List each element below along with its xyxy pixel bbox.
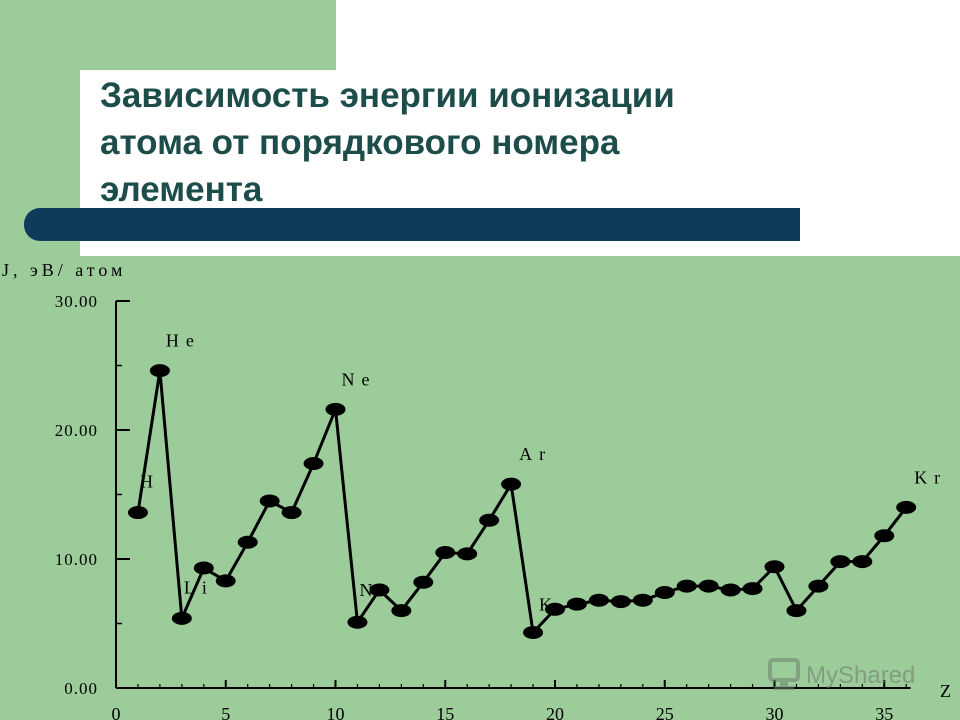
y-tick-label: 0.00 bbox=[64, 679, 98, 698]
watermark-text: MyShared bbox=[806, 662, 915, 689]
data-point bbox=[720, 583, 741, 597]
x-tick-label: 20 bbox=[546, 704, 564, 720]
title-line-3: элемента bbox=[100, 170, 263, 209]
data-point bbox=[369, 583, 390, 597]
data-point bbox=[698, 579, 719, 593]
data-point bbox=[786, 604, 807, 618]
title-line-2: атома от порядкового номера bbox=[100, 123, 620, 162]
y-tick-label: 20.00 bbox=[55, 421, 98, 440]
x-tick-label: 15 bbox=[436, 704, 454, 720]
data-point bbox=[237, 535, 258, 549]
data-point bbox=[654, 586, 675, 600]
data-point bbox=[259, 494, 280, 508]
data-point bbox=[347, 615, 368, 629]
data-point bbox=[149, 364, 170, 378]
data-point bbox=[808, 579, 829, 593]
element-label: Kr bbox=[914, 467, 947, 487]
data-point bbox=[742, 582, 763, 596]
element-label: Ne bbox=[342, 369, 377, 389]
data-point bbox=[830, 555, 851, 569]
data-point bbox=[764, 560, 785, 574]
data-point bbox=[501, 477, 522, 491]
ionization-energy-chart: 0.00 10.00 20.00 30.00 0 5 10 15 20 25 30 35 J, эВ/ … bbox=[2, 260, 951, 720]
x-axis-label: Z bbox=[940, 681, 951, 701]
title-line-1: Зависимость энергии ионизации bbox=[100, 76, 675, 115]
data-point bbox=[303, 457, 324, 471]
x-tick-label: 10 bbox=[327, 704, 345, 720]
x-tick-label: 30 bbox=[766, 704, 784, 720]
y-tick-label: 10.00 bbox=[55, 550, 98, 569]
element-label: Na bbox=[359, 580, 394, 600]
x-tick-label: 25 bbox=[656, 704, 674, 720]
element-label: Li bbox=[184, 577, 214, 597]
data-point bbox=[676, 579, 697, 593]
x-tick-label: 35 bbox=[875, 704, 893, 720]
monitor-icon bbox=[768, 658, 800, 690]
data-point bbox=[588, 593, 609, 607]
x-tick-label: 5 bbox=[221, 704, 230, 720]
element-label: Ar bbox=[519, 444, 552, 464]
data-point bbox=[281, 506, 302, 520]
data-point bbox=[413, 575, 434, 589]
watermark: MyShared bbox=[768, 658, 915, 690]
element-label: H bbox=[140, 472, 160, 492]
y-tick-label: 30.00 bbox=[55, 292, 98, 311]
data-point bbox=[874, 529, 895, 543]
data-point bbox=[127, 506, 148, 520]
title-underline-bar bbox=[24, 208, 800, 241]
element-label: He bbox=[166, 331, 201, 351]
data-point bbox=[479, 513, 500, 527]
x-tick-label: 0 bbox=[112, 704, 121, 720]
data-point bbox=[610, 595, 631, 609]
data-point bbox=[852, 555, 873, 569]
data-point bbox=[457, 547, 478, 561]
data-point bbox=[896, 500, 917, 514]
data-point bbox=[435, 546, 456, 560]
data-point bbox=[523, 626, 544, 640]
data-point bbox=[566, 597, 587, 611]
data-point bbox=[215, 574, 236, 588]
y-axis-label: J, эВ/ атом bbox=[2, 260, 126, 280]
data-point bbox=[193, 561, 214, 575]
data-point bbox=[391, 604, 412, 618]
element-label: K bbox=[539, 595, 559, 615]
series-line bbox=[136, 370, 908, 636]
data-point bbox=[545, 602, 565, 616]
data-point bbox=[171, 611, 192, 625]
page-title: Зависимость энергии ионизации атома от п… bbox=[100, 72, 820, 213]
data-point bbox=[632, 593, 653, 607]
data-point bbox=[325, 402, 346, 416]
